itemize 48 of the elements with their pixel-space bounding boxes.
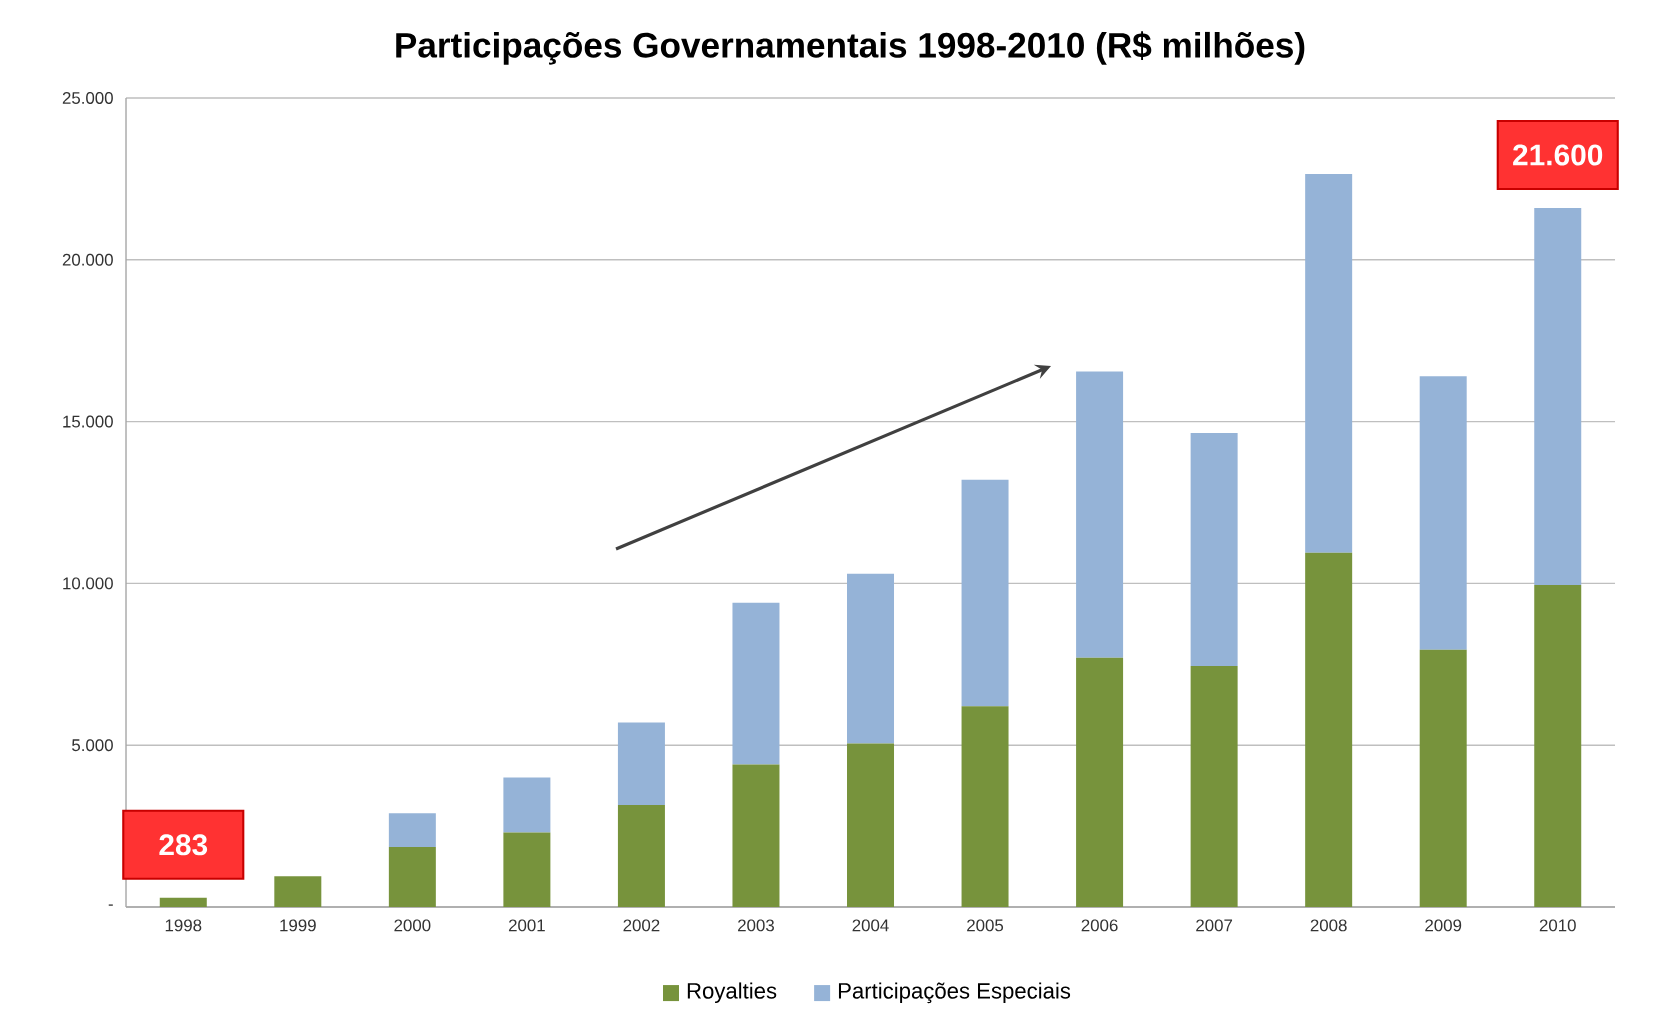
x-tick-label: 2010 xyxy=(1539,919,1576,932)
x-tick-label: 2008 xyxy=(1310,919,1347,932)
bar xyxy=(1076,657,1124,907)
y-tick-label: 25.000 xyxy=(62,91,113,104)
bar xyxy=(159,897,207,907)
bar xyxy=(1419,649,1467,907)
x-tick-label: 2006 xyxy=(1081,919,1118,932)
x-tick-label: 1999 xyxy=(280,919,316,932)
bar xyxy=(503,777,551,833)
bar xyxy=(1305,174,1353,553)
bar xyxy=(617,722,665,806)
legend-label: Participações Especiais xyxy=(838,982,1071,1004)
bar xyxy=(274,876,322,907)
x-tick-label: 2001 xyxy=(508,919,545,932)
bar xyxy=(503,832,551,907)
bar xyxy=(847,573,895,744)
chart-title: Participações Governamentais 1998-2010 (R$ milhões) xyxy=(396,31,1305,65)
bar xyxy=(1190,665,1238,907)
y-tick-label: 15.000 xyxy=(63,415,113,428)
bar xyxy=(1534,208,1582,585)
y-tick-label: 5.000 xyxy=(72,739,113,752)
bar xyxy=(847,743,895,907)
x-tick-label: 2004 xyxy=(852,919,889,932)
bar xyxy=(732,764,780,907)
bar xyxy=(617,805,665,907)
annotation: 21.600 xyxy=(1513,144,1603,166)
bar xyxy=(1419,376,1467,650)
bar xyxy=(732,602,780,765)
x-tick-label: 2007 xyxy=(1196,919,1233,932)
x-tick-label: 1998 xyxy=(165,919,202,932)
x-tick-label: 2000 xyxy=(394,919,431,932)
y-tick-label: - xyxy=(108,904,113,906)
bar xyxy=(388,813,436,848)
y-tick-label: 10.000 xyxy=(63,577,113,590)
x-tick-label: 2005 xyxy=(967,919,1004,932)
bar xyxy=(1534,585,1582,907)
bar xyxy=(388,847,436,907)
bar xyxy=(961,706,1009,907)
annotation: 283 xyxy=(159,834,208,856)
bar xyxy=(1190,432,1238,666)
x-tick-label: 2009 xyxy=(1425,919,1462,932)
y-tick-label: 20.000 xyxy=(62,253,113,266)
x-tick-label: 2003 xyxy=(738,919,774,932)
legend-label: Royalties xyxy=(687,982,777,1004)
bar xyxy=(1076,371,1124,658)
x-tick-label: 2002 xyxy=(623,919,660,932)
bar xyxy=(961,479,1009,707)
bar xyxy=(1305,552,1353,907)
